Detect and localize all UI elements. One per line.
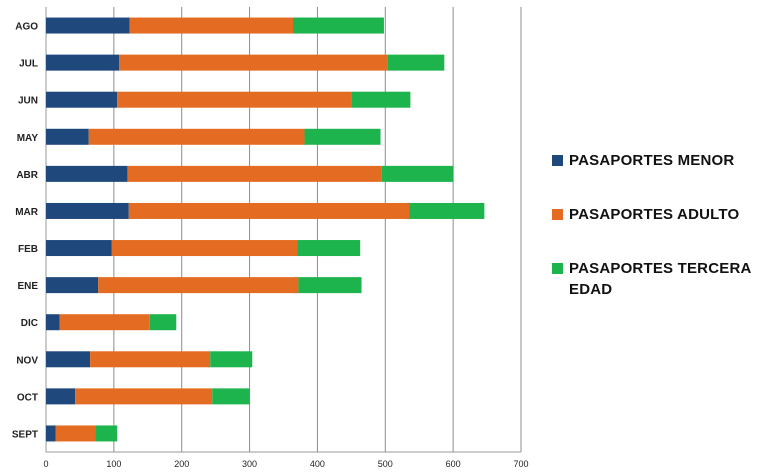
bar-ago-series-1 [129,17,293,34]
bar-mar-series-2 [409,202,485,219]
y-tick-label: MAY [17,133,39,144]
bar-ene-series-1 [98,277,299,294]
bar-abr-series-2 [381,165,454,182]
bar-oct-series-0 [46,388,76,405]
x-tick-label: 300 [242,459,257,469]
bar-may-series-2 [304,128,381,145]
y-tick-label: DIC [21,318,38,329]
legend-label-adulto: PASAPORTES ADULTO [569,206,740,223]
bar-may-series-1 [88,128,305,145]
x-tick-label: 700 [513,459,528,469]
x-tick-label: 0 [43,459,48,469]
bar-feb-series-1 [111,240,298,257]
y-tick-label: SEPT [12,429,38,440]
bar-dic-series-0 [46,314,60,331]
x-tick-label: 600 [446,459,461,469]
y-tick-label: OCT [17,392,38,403]
bar-oct-series-2 [212,388,250,405]
x-tick-label: 500 [378,459,393,469]
x-tick-label: 100 [106,459,121,469]
legend-swatch-menor [552,155,563,166]
x-tick-label: 200 [174,459,189,469]
y-tick-label: ABR [16,170,38,181]
legend-item-tercera-edad: PASAPORTES TERCERA EDAD [552,258,757,300]
bar-ene-series-2 [298,277,362,294]
y-tick-label: JUN [18,96,38,107]
bar-jun-series-2 [351,91,411,108]
bar-mar-series-1 [128,202,410,219]
bars [46,17,485,442]
y-tick-label: NOV [16,355,38,366]
legend-item-adulto: PASAPORTES ADULTO [552,204,757,225]
bar-jul-series-0 [46,54,120,71]
bar-feb-series-2 [297,240,361,257]
bar-sept-series-1 [55,425,96,442]
y-tick-label: FEB [18,244,38,255]
y-tick-label: AGO [15,22,38,33]
gridlines [45,7,522,453]
x-tick-labels: 0 100 200 300 400 500 600 700 [43,459,528,469]
y-tick-labels: AGO JUL JUN MAY ABR MAR FEB ENE DIC NOV OCT SEPT [12,22,39,441]
legend-label-tercera-edad: PASAPORTES TERCERA EDAD [569,260,751,298]
bar-nov-series-0 [46,351,91,368]
bar-ago-series-2 [293,17,384,34]
bar-ene-series-0 [46,277,99,294]
bar-feb-series-0 [46,240,112,257]
legend-label-menor: PASAPORTES MENOR [569,152,735,169]
bar-abr-series-1 [127,165,382,182]
y-tick-label: MAR [15,207,39,218]
legend-swatch-adulto [552,209,563,220]
bar-jul-series-1 [119,54,388,71]
bar-abr-series-0 [46,165,128,182]
bar-may-series-0 [46,128,89,145]
bar-sept-series-0 [46,425,56,442]
x-tick-label: 400 [310,459,325,469]
bar-dic-series-1 [59,314,150,331]
legend: PASAPORTES MENOR PASAPORTES ADULTO PASAP… [552,150,757,333]
bar-oct-series-1 [75,388,213,405]
bar-nov-series-2 [210,351,253,368]
bar-nov-series-1 [90,351,211,368]
bar-sept-series-2 [95,425,118,442]
y-tick-label: JUL [19,59,38,70]
bar-dic-series-2 [149,314,177,331]
bar-ago-series-0 [46,17,130,34]
bar-jun-series-0 [46,91,118,108]
y-tick-label: ENE [17,281,38,292]
bar-mar-series-0 [46,202,129,219]
legend-item-menor: PASAPORTES MENOR [552,150,757,171]
bar-jun-series-1 [117,91,352,108]
legend-swatch-tercera-edad [552,263,563,274]
bar-jul-series-2 [387,54,445,71]
